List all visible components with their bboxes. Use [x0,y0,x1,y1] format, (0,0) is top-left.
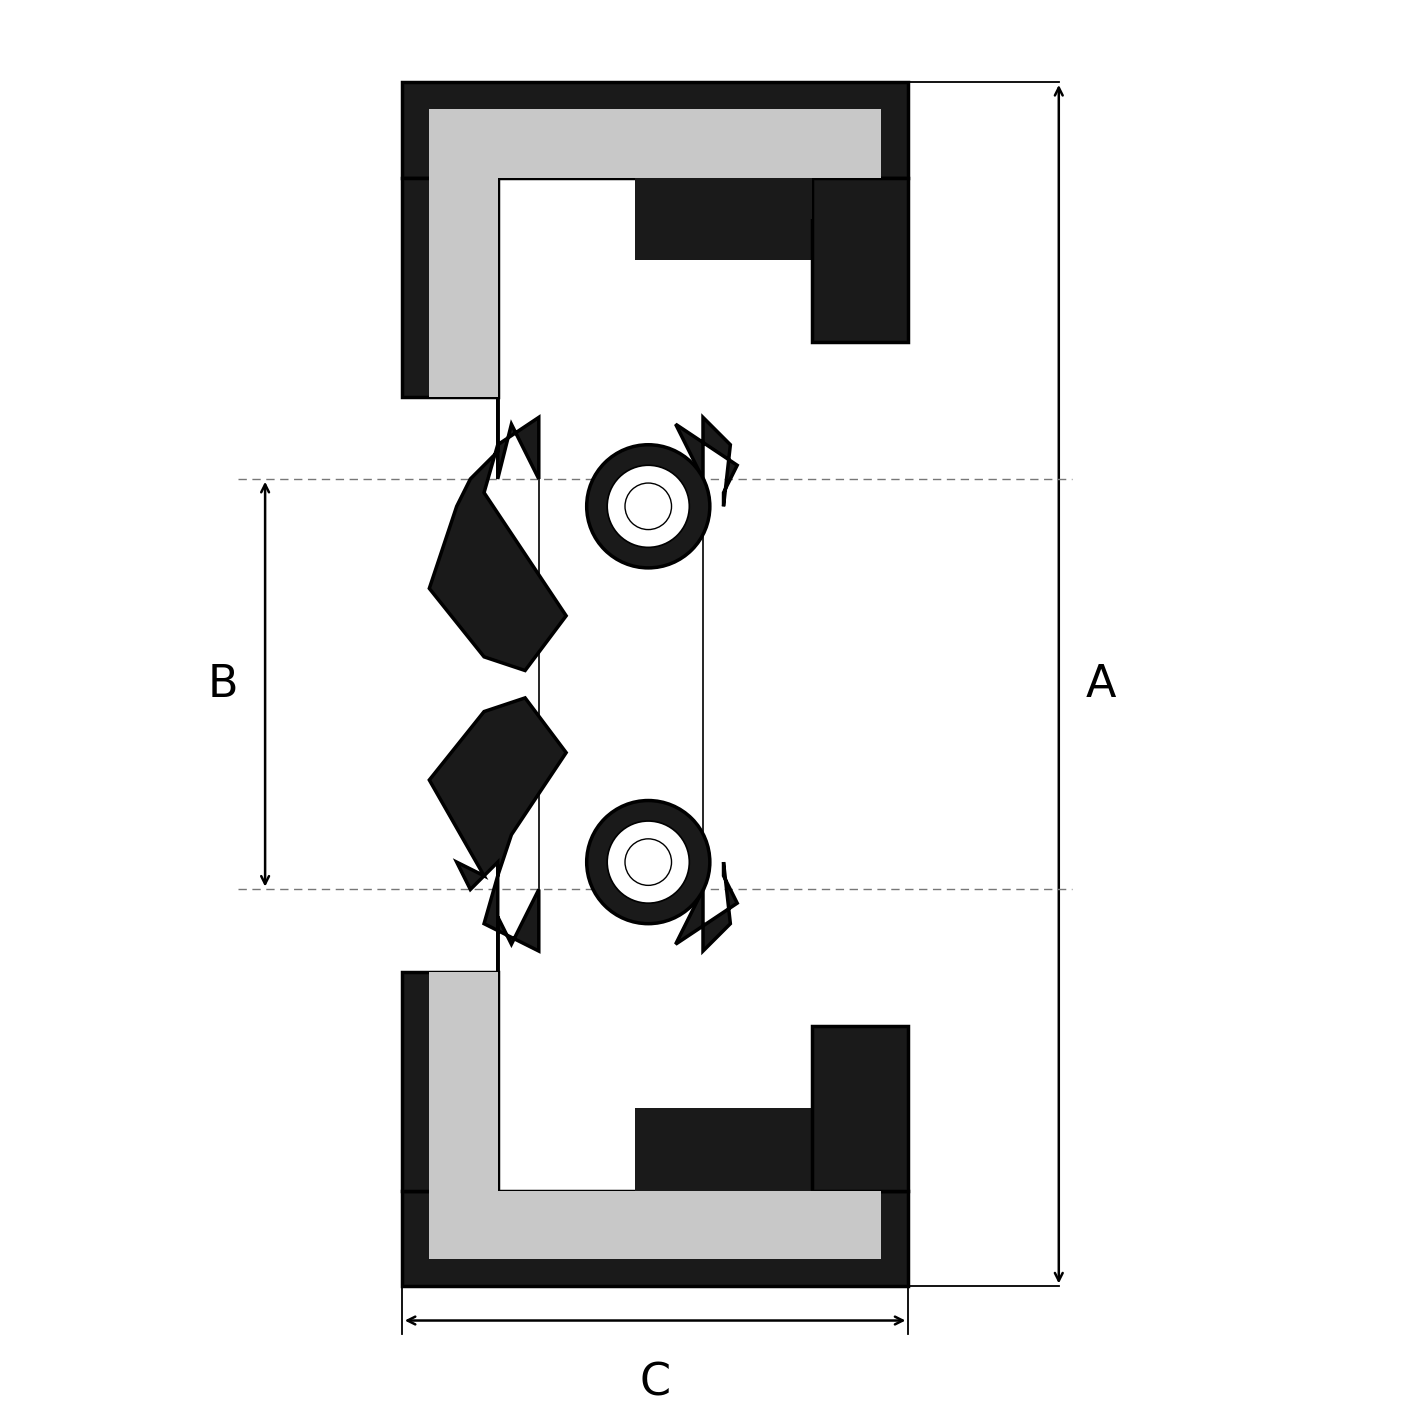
Circle shape [607,465,689,547]
Polygon shape [676,418,737,506]
Polygon shape [634,1108,813,1191]
Polygon shape [402,972,498,1191]
Polygon shape [402,82,908,179]
Polygon shape [402,1191,908,1286]
Polygon shape [429,396,567,671]
Polygon shape [813,179,908,342]
Polygon shape [429,110,882,179]
Circle shape [586,800,710,924]
Polygon shape [429,179,498,396]
Polygon shape [676,862,737,950]
Polygon shape [634,179,813,260]
Polygon shape [429,697,567,972]
Polygon shape [813,1026,908,1191]
Text: B: B [207,662,238,706]
Circle shape [607,821,689,903]
Polygon shape [429,972,498,1191]
Text: C: C [640,1361,671,1405]
Text: A: A [1087,662,1116,706]
Polygon shape [634,179,813,219]
Polygon shape [429,1191,882,1258]
Circle shape [626,839,672,886]
Circle shape [626,484,672,530]
Polygon shape [402,179,498,396]
Circle shape [586,444,710,568]
